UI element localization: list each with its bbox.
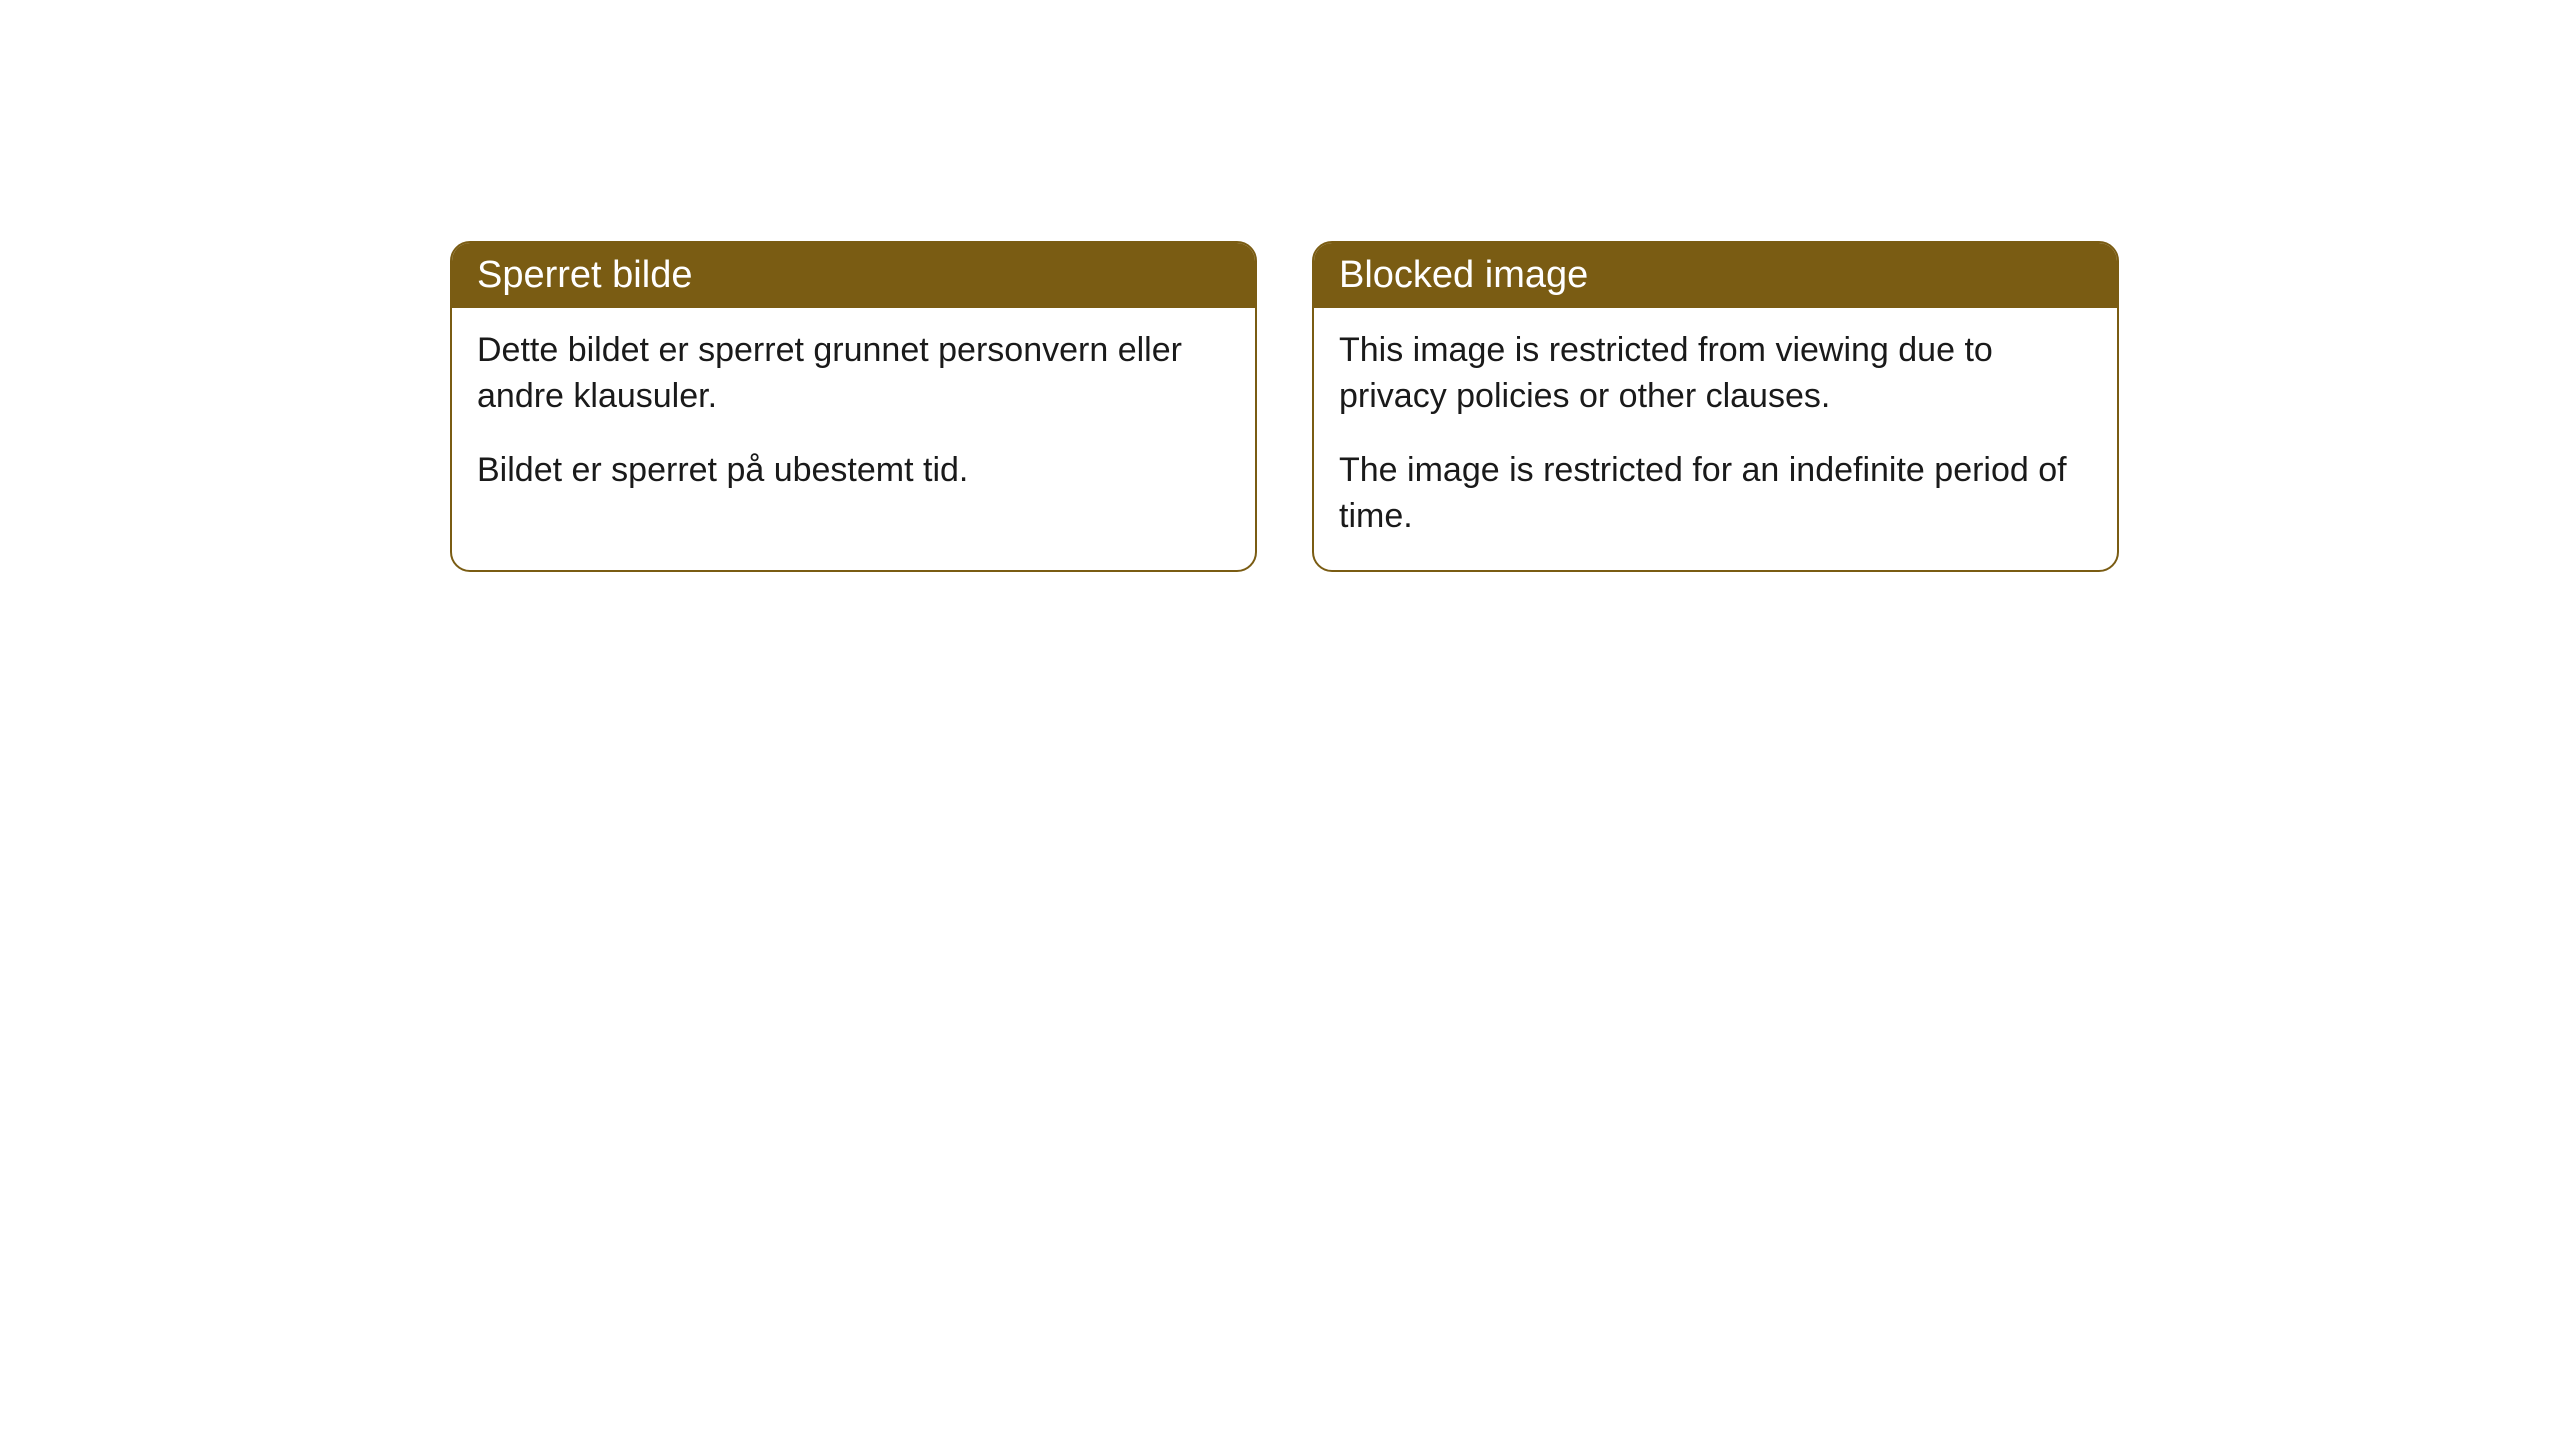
notice-cards-container: Sperret bilde Dette bildet er sperret gr… [450,241,2119,572]
card-title: Blocked image [1339,254,1588,296]
card-paragraph-2: The image is restricted for an indefinit… [1339,448,2092,540]
card-header: Blocked image [1314,243,2117,308]
card-body: This image is restricted from viewing du… [1314,308,2117,570]
card-title: Sperret bilde [477,254,692,296]
notice-card-english: Blocked image This image is restricted f… [1312,241,2119,572]
card-header: Sperret bilde [452,243,1255,308]
card-paragraph-2: Bildet er sperret på ubestemt tid. [477,448,1230,494]
card-body: Dette bildet er sperret grunnet personve… [452,308,1255,524]
card-paragraph-1: Dette bildet er sperret grunnet personve… [477,328,1230,420]
card-paragraph-1: This image is restricted from viewing du… [1339,328,2092,420]
notice-card-norwegian: Sperret bilde Dette bildet er sperret gr… [450,241,1257,572]
